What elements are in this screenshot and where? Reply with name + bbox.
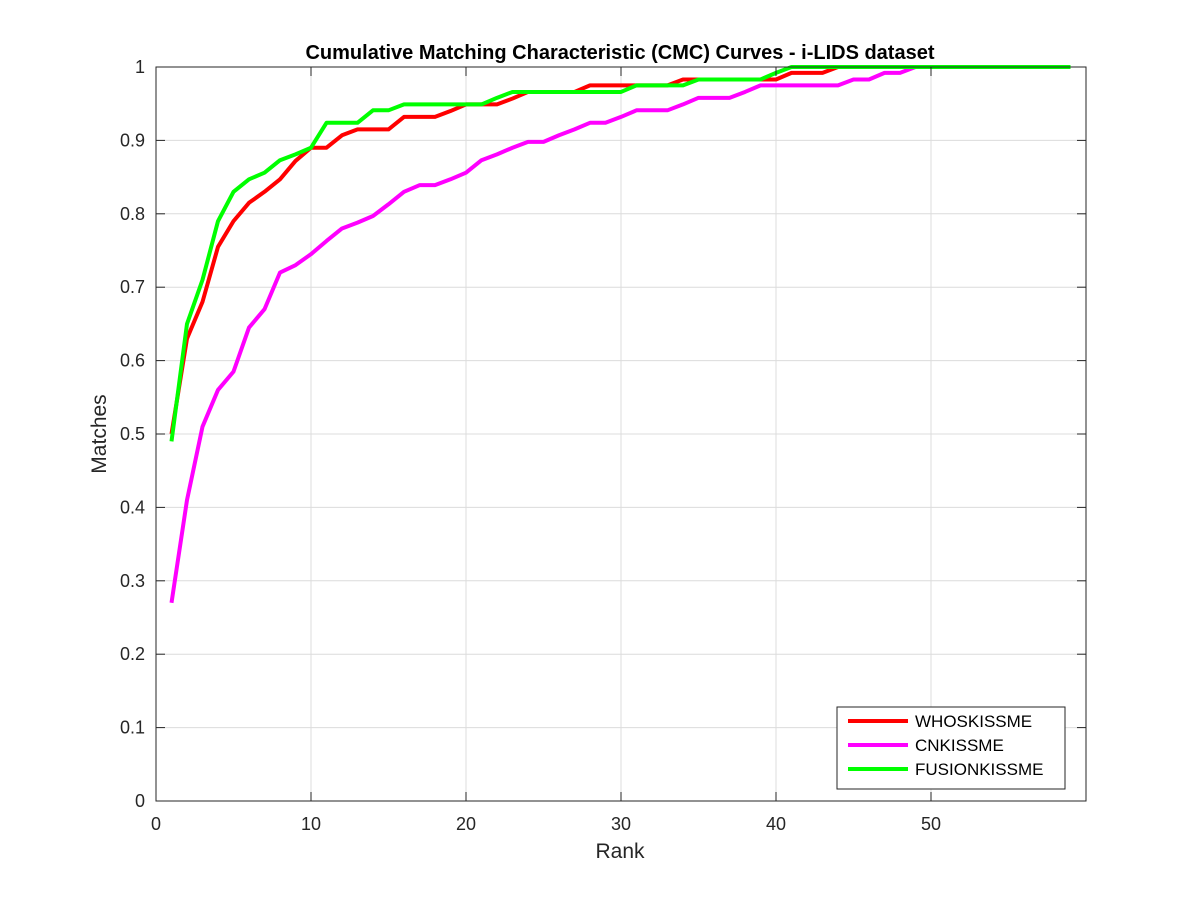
y-tick-label: 0.1	[120, 718, 145, 738]
grid	[155, 66, 1086, 802]
x-tick-label: 40	[766, 814, 786, 834]
y-tick-label: 0.2	[120, 644, 145, 664]
y-tick-label: 0.3	[120, 571, 145, 591]
y-tick-label: 0.6	[120, 351, 145, 371]
y-tick-label: 0.8	[120, 204, 145, 224]
axis-ticks: 0 10 20 30 40 50 0 0.1 0.2 0.3 0.4 0.5 0.6 0.7 0.8 0.9 1	[120, 57, 1086, 834]
legend-label: FUSIONKISSME	[915, 760, 1043, 779]
x-axis-label: Rank	[595, 840, 645, 863]
y-tick-label: 1	[135, 57, 145, 77]
x-tick-label: 0	[151, 814, 161, 834]
legend: WHOSKISSME CNKISSME FUSIONKISSME	[836, 706, 1066, 790]
y-axis-label: Matches	[88, 394, 111, 473]
y-tick-label: 0.4	[120, 497, 145, 517]
x-tick-label: 10	[301, 814, 321, 834]
y-tick-label: 0.5	[120, 424, 145, 444]
y-tick-label: 0.7	[120, 277, 145, 297]
x-tick-label: 20	[456, 814, 476, 834]
chart-title: Cumulative Matching Characteristic (CMC)…	[305, 42, 934, 64]
legend-label: WHOSKISSME	[915, 712, 1032, 731]
legend-label: CNKISSME	[915, 736, 1004, 755]
y-tick-label: 0	[135, 791, 145, 811]
x-tick-label: 50	[921, 814, 941, 834]
y-tick-label: 0.9	[120, 130, 145, 150]
x-tick-label: 30	[611, 814, 631, 834]
